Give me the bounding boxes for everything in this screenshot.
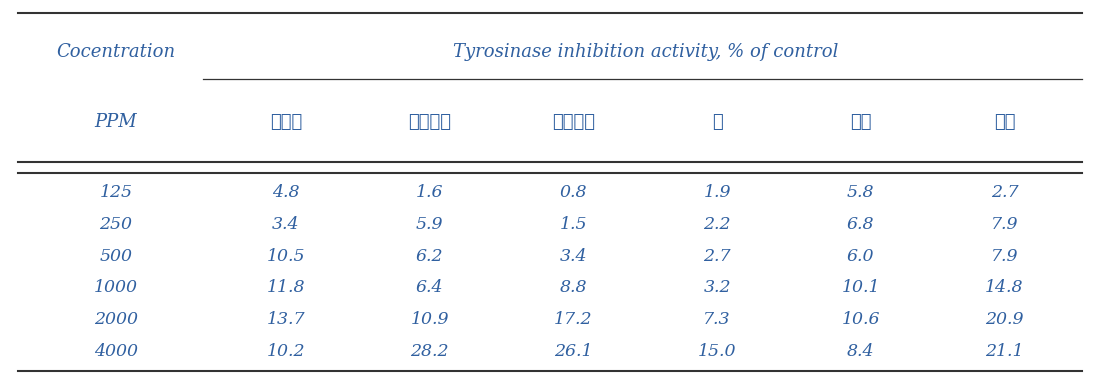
Text: 편백나무: 편백나무	[551, 113, 595, 131]
Text: 4000: 4000	[94, 343, 138, 360]
Text: 14.8: 14.8	[986, 279, 1024, 296]
Text: PPM: PPM	[95, 113, 137, 131]
Text: 7.9: 7.9	[991, 248, 1019, 265]
Text: 10.1: 10.1	[841, 279, 880, 296]
Text: 10.6: 10.6	[841, 311, 880, 328]
Text: 6.8: 6.8	[847, 216, 874, 233]
Text: 13.7: 13.7	[267, 311, 305, 328]
Text: 6.4: 6.4	[416, 279, 443, 296]
Text: 2.2: 2.2	[703, 216, 731, 233]
Text: Tyrosinase inhibition activity, % of control: Tyrosinase inhibition activity, % of con…	[453, 43, 838, 61]
Text: 26.1: 26.1	[555, 343, 593, 360]
Text: 21.1: 21.1	[986, 343, 1024, 360]
Text: 3.4: 3.4	[272, 216, 300, 233]
Text: 3.2: 3.2	[703, 279, 731, 296]
Text: 10.5: 10.5	[267, 248, 305, 265]
Text: 1.5: 1.5	[560, 216, 587, 233]
Text: 7.9: 7.9	[991, 216, 1019, 233]
Text: Cocentration: Cocentration	[57, 43, 175, 61]
Text: 녹나무: 녹나무	[270, 113, 302, 131]
Text: 1.6: 1.6	[416, 184, 443, 201]
Text: 2.7: 2.7	[703, 248, 731, 265]
Text: 0.8: 0.8	[560, 184, 587, 201]
Text: 20.9: 20.9	[986, 311, 1024, 328]
Text: 율무: 율무	[993, 113, 1015, 131]
Text: 6.2: 6.2	[416, 248, 443, 265]
Text: 10.2: 10.2	[267, 343, 305, 360]
Text: 1000: 1000	[94, 279, 138, 296]
Text: 10.9: 10.9	[410, 311, 449, 328]
Text: 4.8: 4.8	[272, 184, 300, 201]
Text: 2000: 2000	[94, 311, 138, 328]
Text: 7.3: 7.3	[703, 311, 731, 328]
Text: 125: 125	[100, 184, 132, 201]
Text: 250: 250	[100, 216, 132, 233]
Text: 28.2: 28.2	[410, 343, 449, 360]
Text: 5.9: 5.9	[416, 216, 443, 233]
Text: 15.0: 15.0	[698, 343, 736, 360]
Text: 6.0: 6.0	[847, 248, 874, 265]
Text: 11.8: 11.8	[267, 279, 305, 296]
Text: 3.4: 3.4	[560, 248, 587, 265]
Text: 8.4: 8.4	[847, 343, 874, 360]
Text: 17.2: 17.2	[555, 311, 593, 328]
Text: 8.8: 8.8	[560, 279, 587, 296]
Text: 녹두: 녹두	[850, 113, 872, 131]
Text: 2.7: 2.7	[991, 184, 1019, 201]
Text: 감: 감	[712, 113, 722, 131]
Text: 생달나무: 생달나무	[408, 113, 451, 131]
Text: 5.8: 5.8	[847, 184, 874, 201]
Text: 1.9: 1.9	[703, 184, 731, 201]
Text: 500: 500	[100, 248, 132, 265]
